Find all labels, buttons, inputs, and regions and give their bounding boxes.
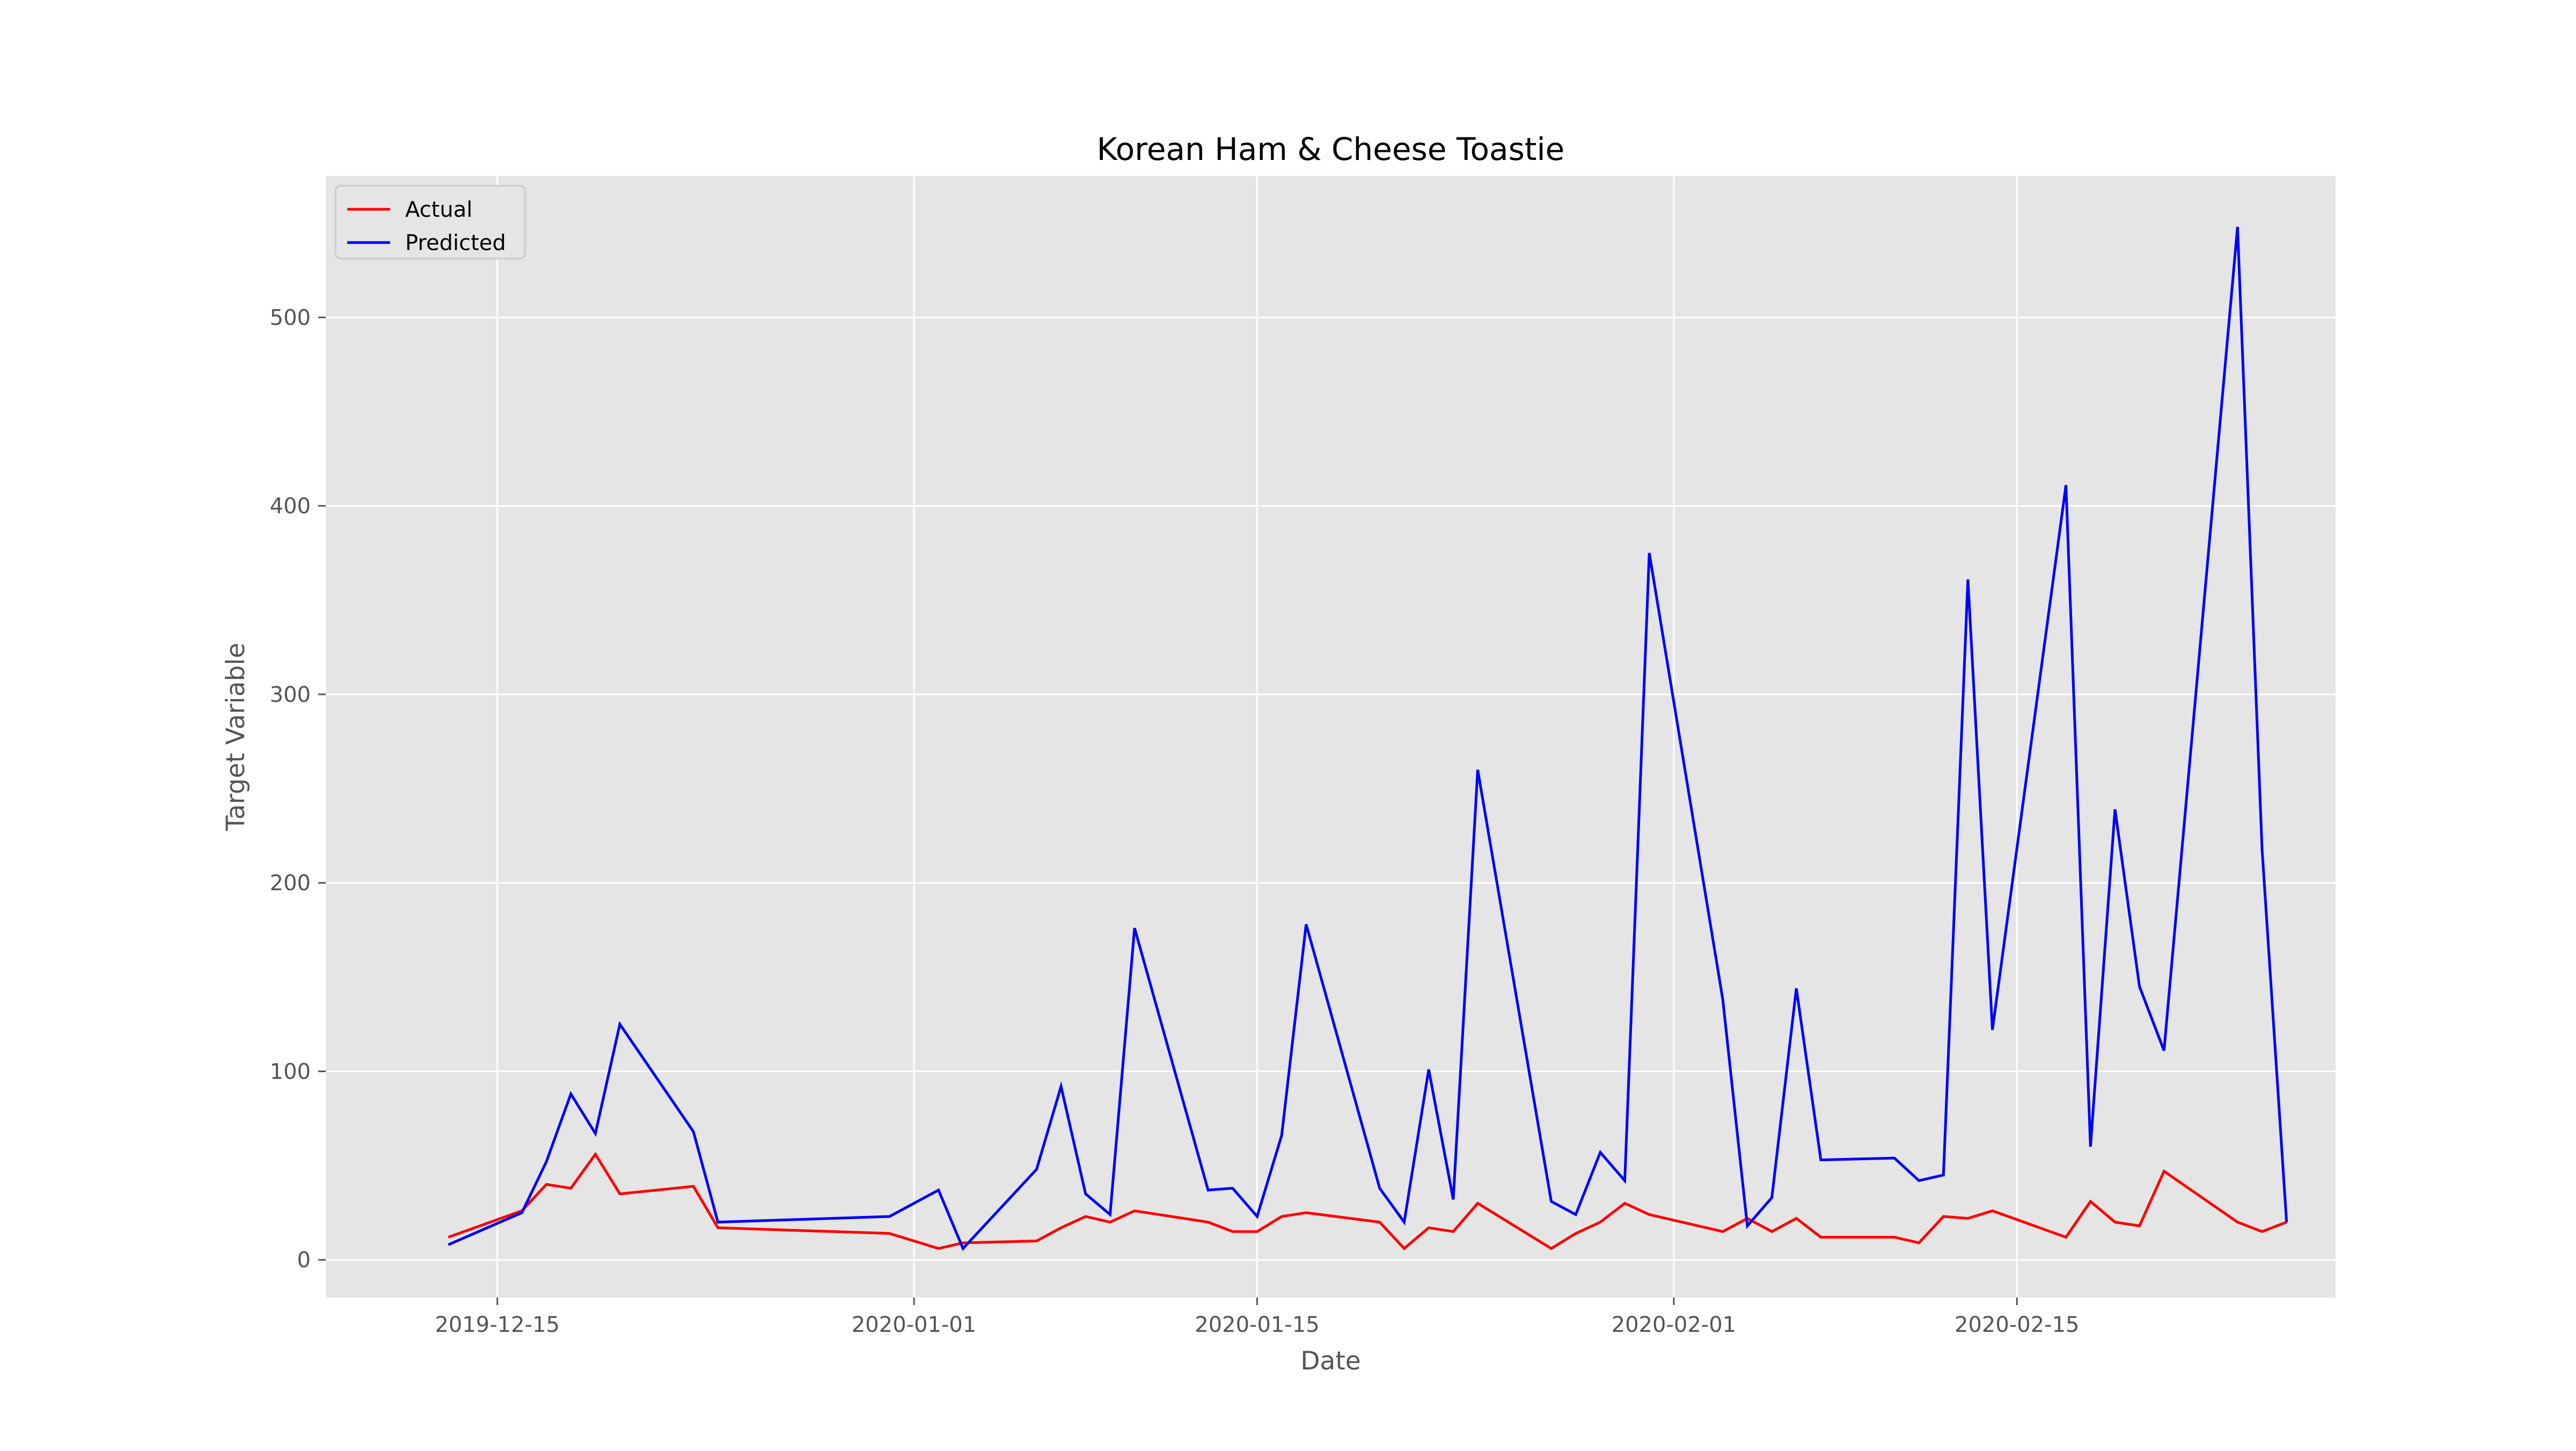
- x-tick-label: 2020-02-15: [1955, 1313, 2079, 1337]
- y-axis-label: Target Variable: [221, 643, 251, 832]
- chart-title: Korean Ham & Cheese Toastie: [1097, 131, 1565, 167]
- y-tick-label: 400: [270, 494, 311, 519]
- legend-label-predicted: Predicted: [405, 231, 506, 255]
- y-tick-label: 100: [270, 1059, 311, 1084]
- x-tick-label: 2019-12-15: [435, 1313, 559, 1337]
- y-tick-label: 300: [270, 683, 311, 707]
- x-tick-label: 2020-02-01: [1612, 1313, 1736, 1337]
- y-tick-label: 0: [297, 1248, 311, 1273]
- y-tick-label: 500: [270, 305, 311, 330]
- legend-label-actual: Actual: [405, 197, 472, 222]
- x-axis-label: Date: [1300, 1346, 1360, 1376]
- legend-box: [334, 185, 526, 260]
- legend: Actual Predicted: [334, 185, 526, 260]
- x-tick-label: 2020-01-15: [1195, 1313, 1319, 1337]
- x-tick-label: 2020-01-01: [852, 1313, 976, 1337]
- y-tick-label: 200: [270, 871, 311, 896]
- plot-area: [326, 176, 2336, 1298]
- series-line-predicted: [448, 226, 2288, 1251]
- axis-ticks: 2019-12-15 2020-01-01 2020-01-15 2020-02-01…: [270, 305, 2080, 1337]
- series-line-actual: [448, 1152, 2287, 1251]
- grid-lines: [326, 176, 2336, 1298]
- series-lines: [448, 226, 2288, 1251]
